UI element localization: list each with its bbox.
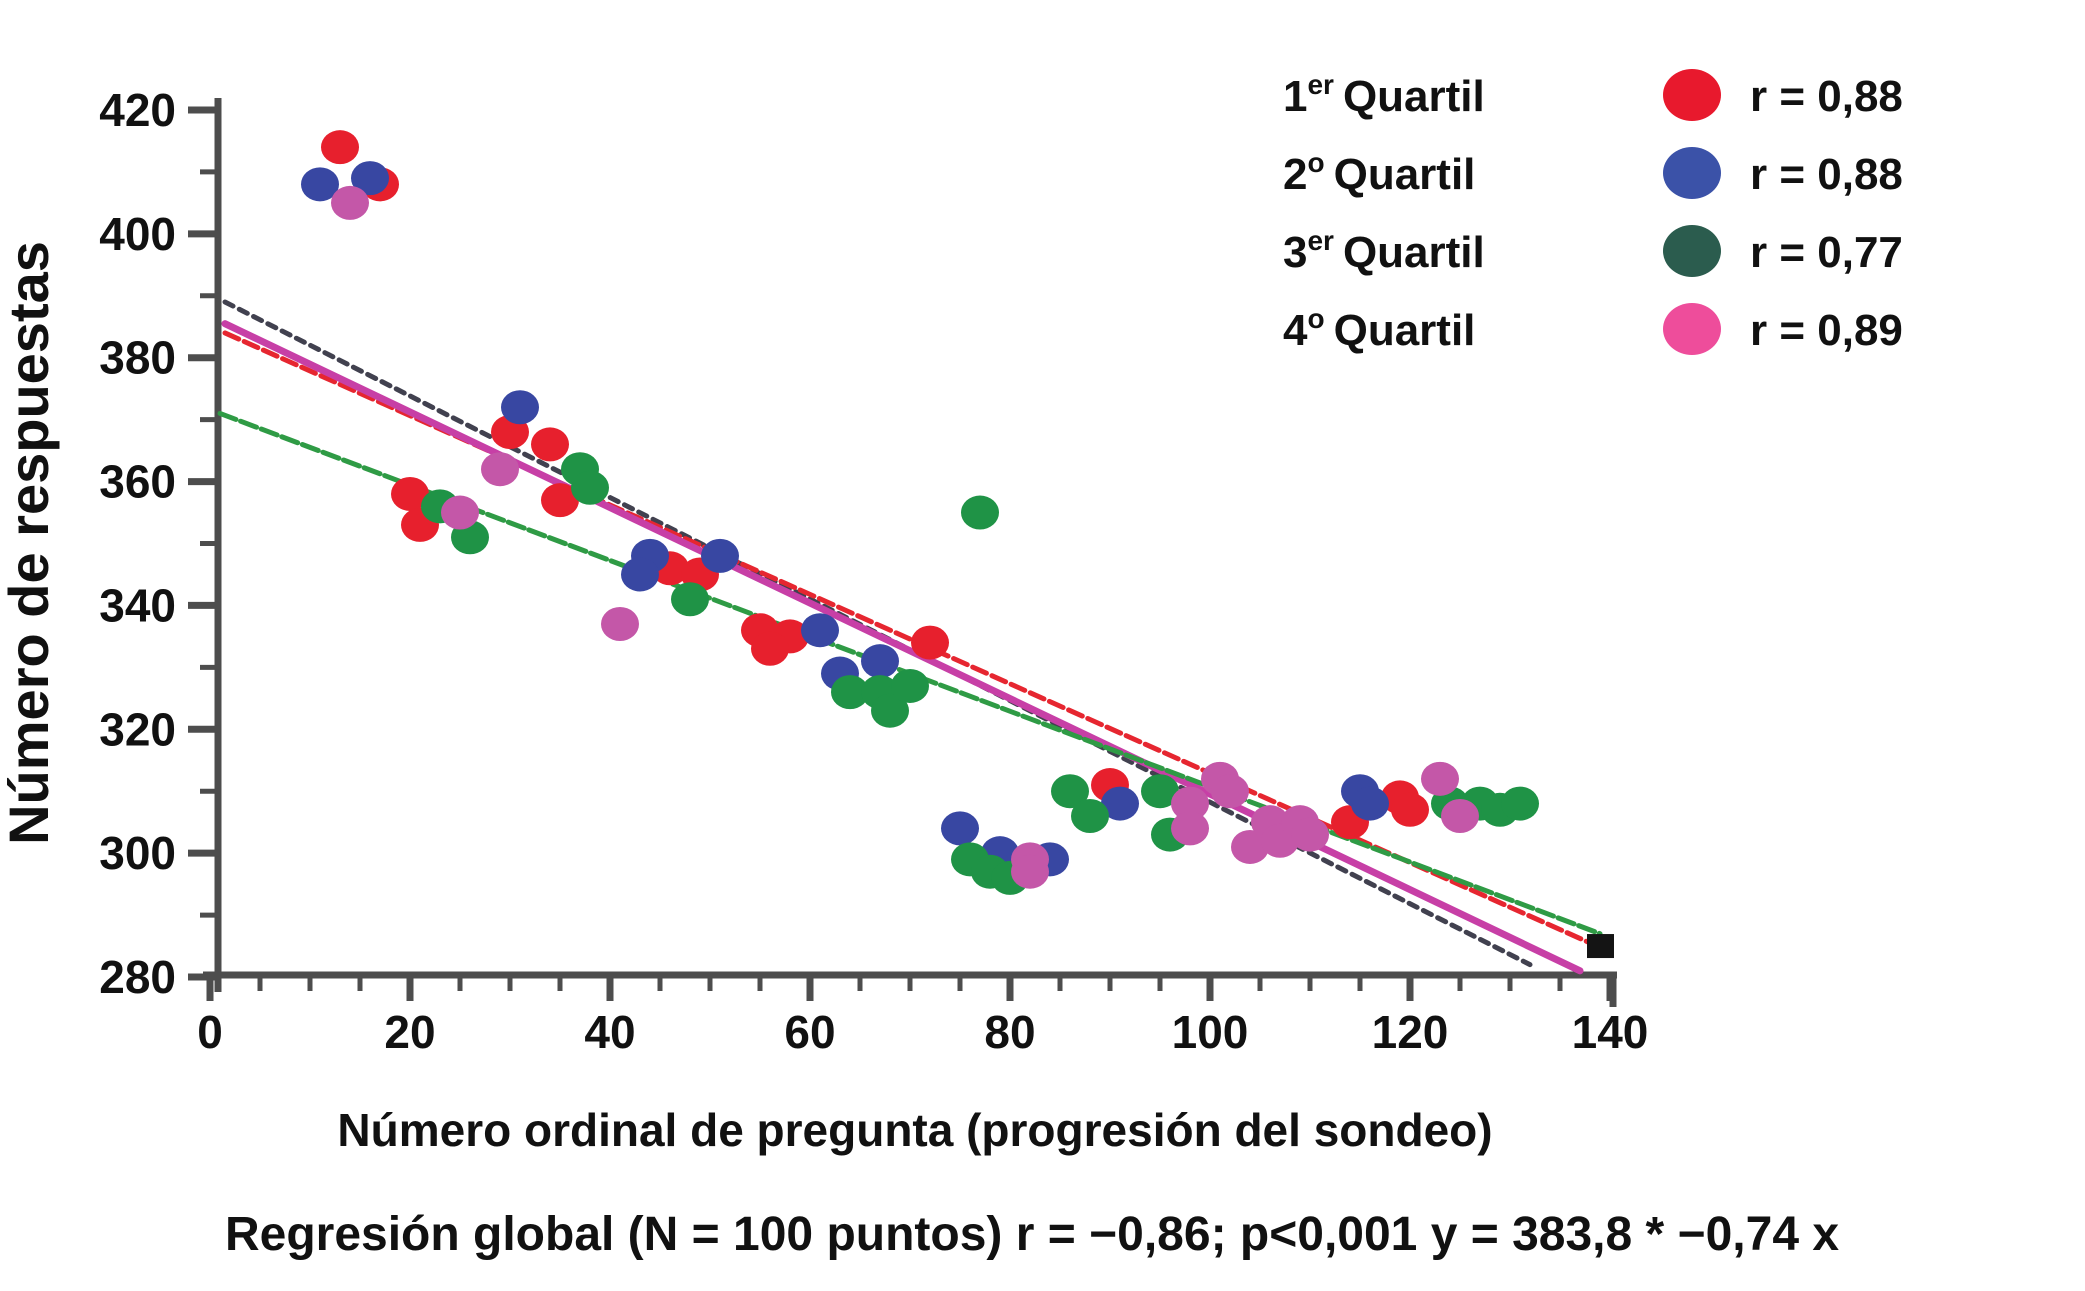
legend-r-value: r = 0,88 [1750, 150, 1903, 199]
legend-label: 1er Quartil [1283, 69, 1485, 121]
figure-caption: Regresión global (N = 100 puntos) r = −0… [225, 1208, 1839, 1261]
dot-quartil-1 [531, 427, 569, 462]
dot-quartil-4 [441, 495, 479, 530]
dot-quartil-3 [1071, 798, 1109, 833]
x-axis-title: Número ordinal de pregunta (progresión d… [337, 1104, 1492, 1156]
dot-quartil-4 [1211, 774, 1249, 809]
end-square-marker [1587, 934, 1614, 959]
dot-quartil-2 [1351, 786, 1389, 821]
legend-swatch-dot [1663, 69, 1721, 121]
legend-r-value: r = 0,89 [1750, 306, 1903, 355]
dot-quartil-2 [861, 644, 899, 679]
dot-quartil-1 [911, 625, 949, 660]
legend-entry-4: 4o Quartil r = 0,89 [1283, 303, 1903, 355]
dot-quartil-2 [301, 167, 339, 202]
dot-quartil-1 [541, 483, 579, 518]
legend-swatch-dot [1663, 225, 1721, 277]
dot-quartil-2 [941, 811, 979, 846]
dot-quartil-3 [891, 668, 929, 703]
dot-quartil-4 [1231, 829, 1269, 864]
dot-quartil-3 [571, 470, 609, 505]
x-tick-label-60: 60 [784, 1006, 835, 1058]
dot-quartil-4 [601, 607, 639, 642]
regression-line-dark [222, 299, 1533, 968]
legend-label-num: 1 [1283, 72, 1307, 121]
legend-label: 3er Quartil [1283, 225, 1485, 277]
dot-quartil-2 [1101, 786, 1139, 821]
legend-r-value: r = 0,88 [1750, 72, 1903, 121]
regression-line-magenta [221, 320, 1584, 975]
dot-quartil-3 [1501, 786, 1539, 821]
end-marker [1587, 934, 1614, 959]
dot-quartil-2 [621, 557, 659, 592]
dot-quartil-2 [351, 161, 389, 196]
dot-quartil-3 [871, 693, 909, 728]
dot-quartil-1 [391, 476, 429, 511]
legend-label-num: 3 [1283, 228, 1307, 277]
x-tick-label-120: 120 [1372, 1006, 1449, 1058]
y-tick-label-300: 300 [99, 827, 176, 879]
legend-swatch-dot [1663, 147, 1721, 199]
y-tick-label-360: 360 [99, 456, 176, 508]
legend-entry-3: 3er Quartil r = 0,77 [1283, 225, 1903, 277]
legend-label-superscript: o [1307, 147, 1324, 178]
dot-quartil-3 [961, 495, 999, 530]
dot-quartil-3 [831, 675, 869, 710]
y-axis-title: Número de respuestas [0, 241, 60, 845]
y-tick-label-340: 340 [99, 579, 176, 631]
legend-entry-1: 1er Quartil r = 0,88 [1283, 69, 1903, 121]
y-tick-label-420: 420 [99, 84, 176, 136]
tick-labels: 280 300 320 340 360 380 400 420 0 20 40 60 80 100 120 1… [99, 84, 1648, 1058]
x-tick-label-0: 0 [197, 1006, 223, 1058]
legend-label-rest: Quartil [1334, 150, 1476, 199]
x-tick-label-40: 40 [584, 1006, 635, 1058]
legend-label-rest: Quartil [1334, 306, 1476, 355]
legend-label-superscript: o [1307, 303, 1324, 334]
dot-quartil-2 [701, 538, 739, 573]
legend-label-superscript: er [1307, 225, 1334, 256]
dot-quartil-1 [1391, 792, 1429, 827]
dot-quartil-4 [481, 452, 519, 487]
dot-quartil-4 [1011, 854, 1049, 889]
legend-entry-2: 2o Quartil r = 0,88 [1283, 147, 1903, 199]
axes [188, 98, 1617, 1007]
dot-quartil-3 [671, 582, 709, 617]
y-tick-label-280: 280 [99, 951, 176, 1003]
dot-quartil-4 [1291, 817, 1329, 852]
legend-label-num: 4 [1283, 306, 1308, 355]
dot-quartil-4 [1171, 811, 1209, 846]
dot-quartil-1 [321, 130, 359, 165]
regression-line-red [222, 330, 1593, 946]
legend-label-rest: Quartil [1343, 72, 1485, 121]
x-tick-label-80: 80 [984, 1006, 1035, 1058]
dot-quartil-3 [1051, 774, 1089, 809]
dot-quartil-4 [1171, 786, 1209, 821]
x-tick-label-140: 140 [1572, 1006, 1649, 1058]
dot-quartil-4 [1421, 761, 1459, 796]
data-points [301, 130, 1539, 895]
legend-label-superscript: er [1307, 69, 1334, 100]
dot-quartil-4 [331, 185, 369, 220]
x-tick-label-100: 100 [1172, 1006, 1249, 1058]
dot-quartil-3 [1141, 774, 1179, 809]
y-tick-label-380: 380 [99, 332, 176, 384]
legend-swatch-dot [1663, 303, 1721, 355]
legend-label: 4o Quartil [1283, 303, 1475, 355]
dot-quartil-4 [1441, 798, 1479, 833]
dot-quartil-2 [801, 613, 839, 648]
legend-r-value: r = 0,77 [1750, 228, 1903, 277]
x-tick-label-20: 20 [384, 1006, 435, 1058]
legend-label-rest: Quartil [1343, 228, 1485, 277]
legend-label: 2o Quartil [1283, 147, 1475, 199]
dot-quartil-2 [501, 390, 539, 425]
y-tick-label-400: 400 [99, 208, 176, 260]
regression-lines [217, 299, 1603, 975]
dot-quartil-1 [751, 631, 789, 666]
y-tick-label-320: 320 [99, 703, 176, 755]
legend-label-num: 2 [1283, 150, 1307, 199]
